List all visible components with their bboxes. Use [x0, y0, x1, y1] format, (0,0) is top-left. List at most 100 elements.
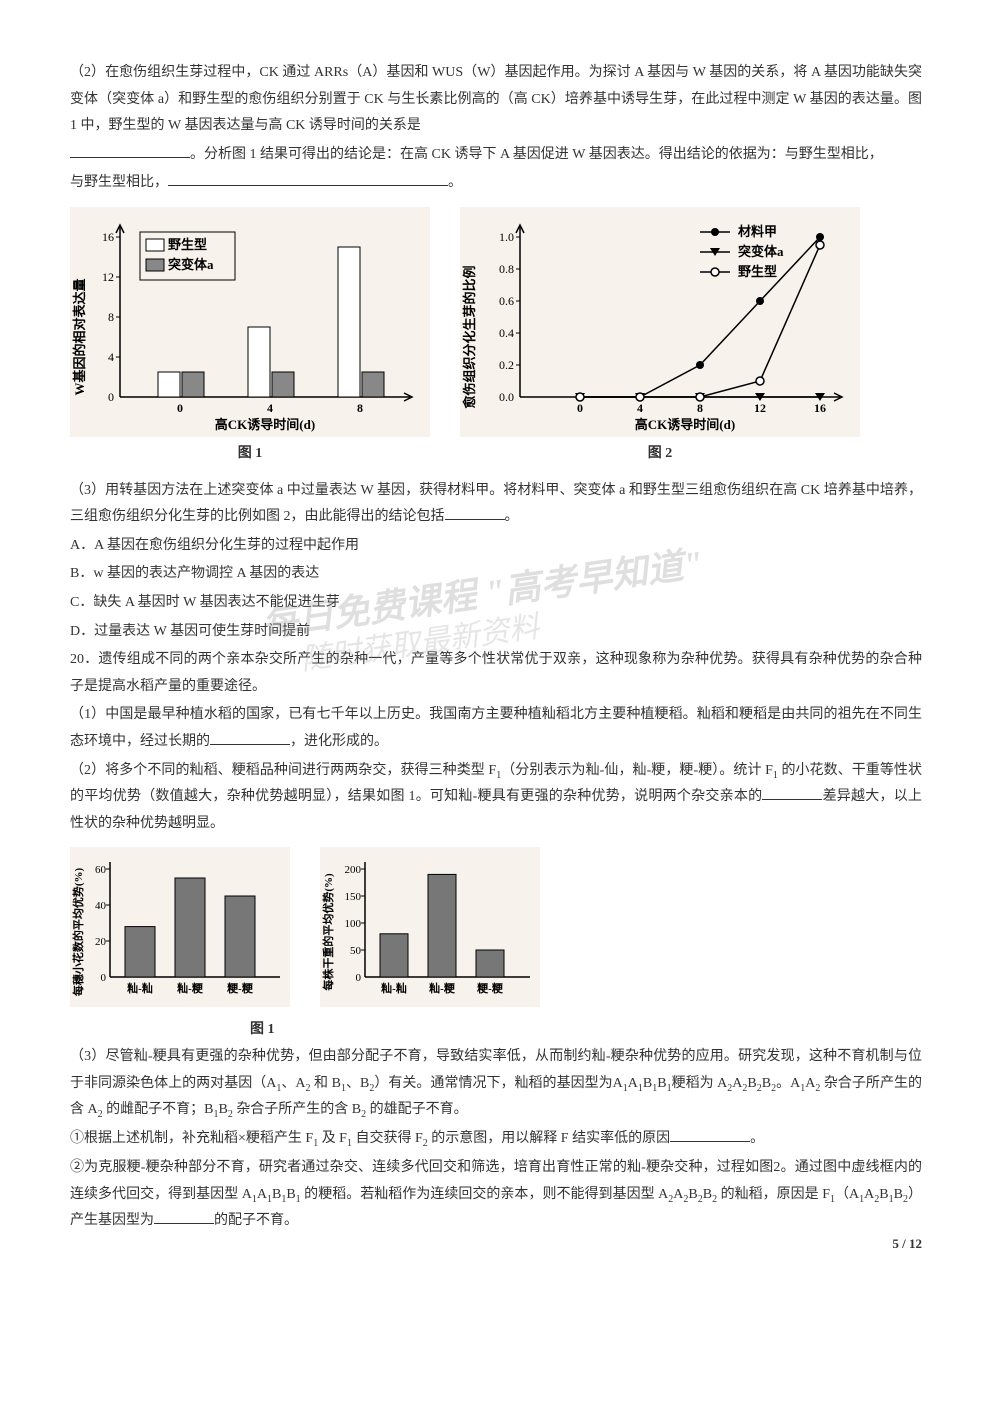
q20-p2b: （分别表示为籼-仙，籼-粳，粳-粳）。统计 F — [501, 763, 773, 778]
chart1-leg1: 野生型 — [168, 237, 207, 252]
p3m: 。A — [776, 1076, 800, 1091]
chart1-leg2: 突变体a — [168, 257, 214, 272]
q20-p1: （1）中国是最早种植水稻的国家，已有七千年以上历史。我国南方主要种植籼稻北方主要… — [70, 702, 922, 755]
c2h: B — [703, 1187, 712, 1202]
p3r: 杂合子所产生的含 B — [233, 1102, 361, 1117]
blank-1 — [70, 144, 190, 158]
c2k: A — [864, 1187, 874, 1202]
c2b: A — [257, 1187, 267, 1202]
svg-text:16: 16 — [102, 230, 114, 244]
chart34-title: 图 1 — [250, 1017, 922, 1044]
p3b: 、A — [281, 1076, 305, 1091]
p3j: A — [732, 1076, 742, 1091]
svg-text:0.4: 0.4 — [499, 326, 514, 340]
chart2-xlabel: 高CK诱导时间(d) — [635, 417, 735, 432]
chart4-cat3: 粳-粳 — [476, 981, 504, 995]
c2j: （A — [835, 1187, 859, 1202]
chart4-cat2: 籼-粳 — [429, 981, 456, 995]
c1c: 自交获得 F — [352, 1131, 423, 1146]
svg-text:4: 4 — [108, 350, 114, 364]
q3-end: 。 — [505, 509, 519, 524]
c1b: 及 F — [318, 1131, 347, 1146]
p3c: 和 B — [311, 1076, 341, 1091]
svg-text:16: 16 — [814, 401, 826, 415]
chart2-ylabel: 愈伤组织分化生芽的比例 — [462, 265, 477, 409]
svg-text:0.2: 0.2 — [499, 358, 514, 372]
q20-p1b: ，进化形成的。 — [290, 734, 388, 749]
svg-text:0: 0 — [101, 972, 107, 984]
svg-text:150: 150 — [345, 891, 362, 903]
q20-p2a: （2）将多个不同的籼稻、粳稻品种间进行两两杂交，获得三种类型 F — [70, 763, 496, 778]
opt-d: D．过量表达 W 基因可使生芽时间提前 — [70, 619, 922, 646]
svg-text:8: 8 — [357, 401, 363, 415]
chart1-svg: W基因的相对表达量 0 4 8 12 16 0 4 8 — [70, 207, 430, 437]
blank-6 — [670, 1128, 750, 1142]
q2-text2: 。分析图 1 结果可得出的结论是：在高 CK 诱导下 A 基因促进 W 基因表达… — [190, 147, 883, 162]
chart1-title: 图 1 — [238, 441, 263, 468]
q20-3-c2: ②为克服粳-粳杂种部分不育，研究者通过杂交、连续多代回交和筛选，培育出育性正常的… — [70, 1155, 922, 1235]
chart3-cat3: 粳-粳 — [226, 981, 254, 995]
c2d: B — [286, 1187, 295, 1202]
svg-text:0: 0 — [356, 972, 362, 984]
svg-text:0: 0 — [577, 401, 583, 415]
chart3-svg: 每穗小花数的平均优势(%) 0 20 40 60 籼-籼 籼-粳 粳-粳 — [70, 847, 290, 1007]
c2c: B — [272, 1187, 281, 1202]
svg-text:60: 60 — [95, 864, 107, 876]
chart3-cat1: 籼-籼 — [127, 981, 153, 995]
chart1-xlabel: 高CK诱导时间(d) — [215, 417, 315, 432]
q2-text2b: 与野生型相比， — [70, 175, 168, 190]
svg-text:100: 100 — [345, 918, 362, 930]
chart2-leg2: 突变体a — [738, 244, 784, 259]
c2m: B — [894, 1187, 903, 1202]
chart1-box: W基因的相对表达量 0 4 8 12 16 0 4 8 — [70, 207, 430, 468]
p3q: B — [218, 1102, 227, 1117]
p3p: 的雌配子不育；B — [103, 1102, 214, 1117]
p3d: 、B — [346, 1076, 369, 1091]
p3s: 的雄配子不育。 — [366, 1102, 468, 1117]
blank-2 — [168, 172, 448, 186]
svg-text:8: 8 — [697, 401, 703, 415]
svg-text:12: 12 — [754, 401, 766, 415]
p3f: A — [628, 1076, 638, 1091]
blank-4 — [210, 731, 290, 745]
q3-para: （3）用转基因方法在上述突变体 a 中过量表达 W 基因，获得材料甲。将材料甲、… — [70, 478, 922, 531]
chart2-svg: 愈伤组织分化生芽的比例 0.0 0.2 0.4 0.6 0.8 1.0 0 — [460, 207, 860, 437]
blank-3 — [445, 506, 505, 520]
svg-text:50: 50 — [350, 945, 362, 957]
opt-c: C．缺失 A 基因时 W 基因表达不能促进生芽 — [70, 590, 922, 617]
chart3-cat2: 籼-粳 — [177, 981, 204, 995]
svg-text:40: 40 — [95, 900, 107, 912]
q20-intro: 20．遗传组成不同的两个亲本杂交所产生的杂种一代，产量等多个性状常优于双亲，这种… — [70, 647, 922, 700]
c2i: 的籼稻，原因是 F — [717, 1187, 830, 1202]
c2f: A — [673, 1187, 683, 1202]
p3l: B — [762, 1076, 771, 1091]
svg-text:12: 12 — [102, 270, 114, 284]
q2-end: 。 — [448, 175, 462, 190]
svg-text:20: 20 — [95, 936, 107, 948]
charts-row-2: 每穗小花数的平均优势(%) 0 20 40 60 籼-籼 籼-粳 粳-粳 — [70, 847, 922, 1007]
svg-text:8: 8 — [108, 310, 114, 324]
chart2-leg3: 野生型 — [738, 264, 777, 279]
c2o: 的配子不育。 — [214, 1213, 298, 1228]
chart4-box: 每株干重的平均优势(%) 0 50 100 150 200 籼-籼 籼-粳 粳-… — [320, 847, 540, 1007]
chart4-ylabel: 每株干重的平均优势(%) — [321, 873, 335, 991]
svg-text:0.6: 0.6 — [499, 294, 514, 308]
p3n: A — [805, 1076, 815, 1091]
q2-para3: 与野生型相比， 。 — [70, 170, 922, 197]
p3i: 粳稻为 A — [672, 1076, 728, 1091]
c1d: 的示意图，用以解释 F 结实率低的原因 — [428, 1131, 670, 1146]
q20-3-p3: （3）尽管籼-粳具有更强的杂种优势，但由部分配子不育，导致结实率低，从而制约籼-… — [70, 1044, 922, 1124]
q2-para1: （2）在愈伤组织生芽过程中，CK 通过 ARRs（A）基因和 WUS（W）基因起… — [70, 60, 922, 140]
c2l: B — [879, 1187, 888, 1202]
chart4-cat1: 籼-籼 — [381, 981, 407, 995]
q2-para2: 。分析图 1 结果可得出的结论是：在高 CK 诱导下 A 基因促进 W 基因表达… — [70, 142, 922, 169]
q20-3-c1: ①根据上述机制，补充籼稻×粳稻产生 F1 及 F1 自交获得 F2 的示意图，用… — [70, 1126, 922, 1153]
svg-text:4: 4 — [637, 401, 643, 415]
chart1-ylabel: W基因的相对表达量 — [72, 278, 87, 395]
p3g: B — [643, 1076, 652, 1091]
c2e: 的粳稻。若籼稻作为连续回交的亲本，则不能得到基因型 A — [301, 1187, 669, 1202]
blank-7 — [154, 1210, 214, 1224]
chart2-box: 愈伤组织分化生芽的比例 0.0 0.2 0.4 0.6 0.8 1.0 0 — [460, 207, 860, 468]
chart2-title: 图 2 — [648, 441, 673, 468]
blank-5 — [762, 786, 822, 800]
